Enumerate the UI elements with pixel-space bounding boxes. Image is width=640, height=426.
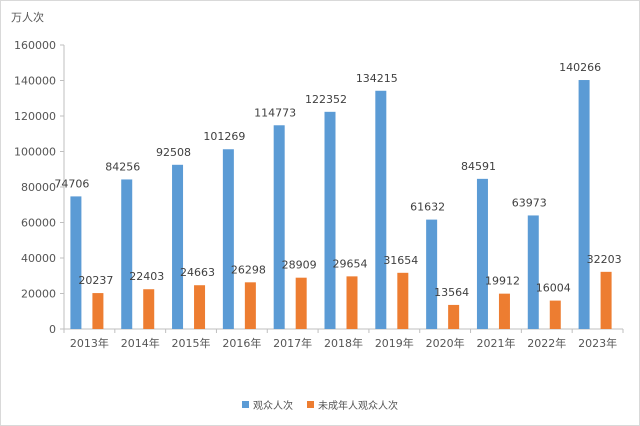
data-label-series-1: 101269 bbox=[203, 130, 245, 143]
bar-series-1 bbox=[222, 149, 234, 329]
x-tick-label: 2015年 bbox=[172, 336, 211, 350]
bar-series-2 bbox=[92, 293, 104, 329]
x-tick-label: 2014年 bbox=[121, 336, 160, 350]
y-tick-label: 80000 bbox=[21, 181, 56, 194]
data-label-series-1: 74706 bbox=[54, 177, 89, 190]
bar-series-2 bbox=[244, 282, 256, 329]
x-tick-label: 2019年 bbox=[375, 336, 414, 350]
x-tick-label: 2021年 bbox=[476, 336, 515, 350]
data-label-series-2: 28909 bbox=[282, 259, 317, 272]
bar-series-2 bbox=[549, 300, 561, 329]
bar-series-1 bbox=[578, 80, 590, 329]
x-tick-label: 2013年 bbox=[70, 336, 109, 350]
data-label-series-1: 114773 bbox=[254, 106, 296, 119]
x-axis: 2013年 2014年 2015年 2016年 2017年 2018年 2019年 2020年… bbox=[63, 328, 624, 350]
legend: 观众人次 未成年人观众人次 bbox=[242, 399, 398, 412]
data-label-series-2: 20237 bbox=[78, 274, 113, 287]
bar-series-2 bbox=[346, 276, 358, 329]
data-label-series-1: 84256 bbox=[105, 160, 140, 173]
bar-series-1 bbox=[121, 179, 133, 329]
y-tick-label: 120000 bbox=[14, 110, 56, 123]
data-label-series-1: 61632 bbox=[410, 201, 445, 214]
bar-series-1 bbox=[426, 219, 438, 329]
bars-group: 74706 84256 92508 101269 114773 122352 134215 6… bbox=[54, 61, 622, 330]
legend-label-series-1: 观众人次 bbox=[253, 399, 293, 412]
data-label-series-2: 19912 bbox=[485, 275, 520, 288]
data-label-series-2: 29654 bbox=[333, 257, 368, 270]
y-tick-label: 40000 bbox=[21, 252, 56, 265]
data-label-series-2: 26298 bbox=[231, 263, 266, 276]
data-label-series-1: 140266 bbox=[559, 61, 601, 74]
data-label-series-1: 92508 bbox=[156, 146, 191, 159]
bar-series-2 bbox=[448, 304, 460, 329]
bar-series-1 bbox=[324, 111, 336, 330]
y-tick-label: 20000 bbox=[21, 288, 56, 301]
bar-series-2 bbox=[600, 271, 612, 329]
data-label-series-2: 22403 bbox=[129, 270, 164, 283]
x-tick-label: 2016年 bbox=[222, 336, 261, 350]
y-tick-label: 0 bbox=[49, 323, 56, 336]
y-tick-label: 100000 bbox=[14, 146, 56, 159]
bar-series-1 bbox=[273, 125, 285, 329]
y-axis: 0 20000 40000 60000 80000 100000 120000 140000 1… bbox=[14, 39, 65, 336]
data-label-series-1: 84591 bbox=[461, 160, 496, 173]
data-label-series-2: 24663 bbox=[180, 266, 215, 279]
data-label-series-2: 31654 bbox=[383, 254, 418, 267]
data-label-series-1: 122352 bbox=[305, 93, 347, 106]
bar-series-1 bbox=[375, 90, 387, 329]
y-tick-label: 140000 bbox=[14, 75, 56, 88]
y-tick-label: 160000 bbox=[14, 39, 56, 52]
y-tick-label: 60000 bbox=[21, 217, 56, 230]
bar-series-1 bbox=[476, 178, 488, 329]
data-label-series-1: 134215 bbox=[356, 72, 398, 85]
legend-swatch-series-1 bbox=[242, 401, 249, 408]
x-tick-label: 2018年 bbox=[324, 336, 363, 350]
bar-series-2 bbox=[295, 277, 307, 329]
data-label-series-2: 13564 bbox=[434, 286, 469, 299]
x-tick-label: 2020年 bbox=[426, 336, 465, 350]
data-label-series-1: 63973 bbox=[512, 196, 547, 209]
bar-series-2 bbox=[194, 285, 206, 329]
legend-label-series-2: 未成年人观众人次 bbox=[318, 399, 398, 412]
x-tick-label: 2017年 bbox=[273, 336, 312, 350]
data-label-series-2: 16004 bbox=[536, 282, 571, 295]
bar-series-2 bbox=[143, 289, 155, 329]
data-label-series-2: 32203 bbox=[587, 253, 622, 266]
x-tick-label: 2022年 bbox=[527, 336, 566, 350]
bar-series-2 bbox=[498, 293, 510, 329]
x-tick-label: 2023年 bbox=[578, 336, 617, 350]
legend-swatch-series-2 bbox=[307, 401, 314, 408]
bar-series-1 bbox=[70, 196, 82, 329]
unit-label: 万人次 bbox=[11, 10, 44, 24]
bar-series-2 bbox=[397, 272, 409, 329]
bar-series-1 bbox=[527, 215, 539, 329]
bar-series-1 bbox=[172, 164, 184, 329]
